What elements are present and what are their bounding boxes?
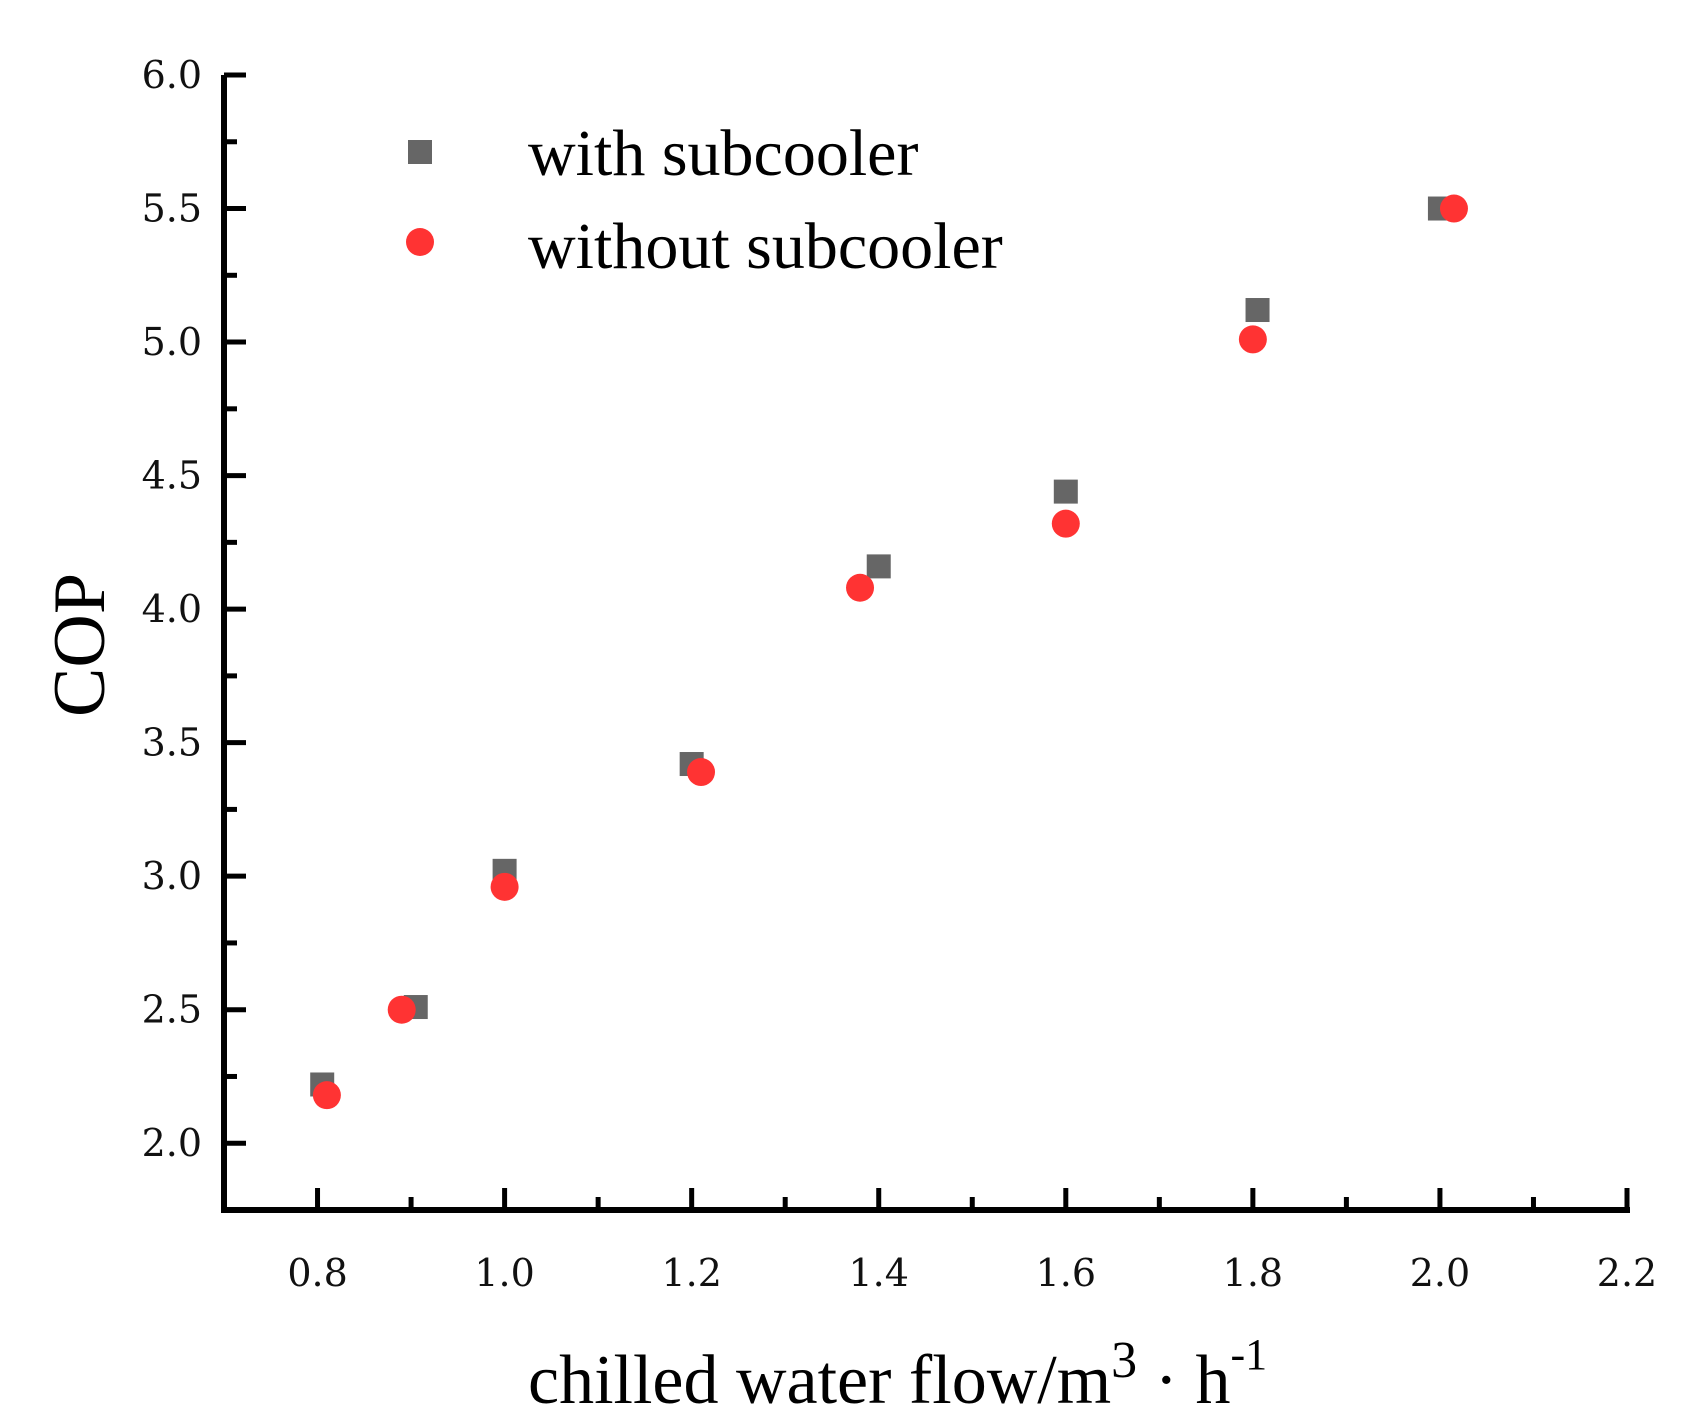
legend-circle-marker: [406, 228, 434, 256]
x-tick-label: 0.8: [287, 1251, 347, 1295]
x-tick-label: 1.0: [474, 1251, 534, 1295]
x-axis-title: chilled water flow/m3 · h-1: [528, 1330, 1267, 1419]
data-point-without-subcooler: [1439, 194, 1468, 223]
legend-square-marker: [408, 140, 432, 164]
data-point-without-subcooler: [1051, 509, 1080, 538]
axes: [221, 75, 1630, 1213]
y-tick-label: 5.0: [142, 320, 202, 364]
y-tick-label: 4.5: [142, 454, 202, 498]
x-tick-label: 1.2: [661, 1251, 721, 1295]
y-tick-label: 4.0: [142, 587, 202, 631]
data-point-without-subcooler: [387, 995, 416, 1024]
x-tick-label: 2.0: [1410, 1251, 1470, 1295]
x-tick-label: 1.8: [1223, 1251, 1283, 1295]
data-point-with-subcooler: [1053, 479, 1078, 504]
x-axis-title-sup2: -1: [1230, 1330, 1267, 1379]
data-point-without-subcooler: [490, 872, 519, 901]
data-point-without-subcooler: [846, 573, 875, 602]
data-points: [310, 194, 1468, 1110]
data-point-without-subcooler: [1238, 325, 1267, 354]
y-tick-label: 3.5: [142, 721, 202, 765]
legend-label-with-subcooler: with subcooler: [528, 117, 918, 190]
legend: with subcooler without subcooler: [406, 117, 1003, 283]
y-axis-title: COP: [39, 573, 121, 717]
x-axis-title-sup1: 3: [1111, 1332, 1137, 1389]
x-axis-title-mid: · h: [1137, 1342, 1230, 1419]
x-axis-ticks: 0.8 1.0 1.2 1.4 1.6 1.8 2.0 2.2: [221, 1188, 1657, 1295]
data-point-without-subcooler: [687, 758, 716, 787]
y-tick-label: 3.0: [142, 854, 202, 898]
y-tick-label: 6.0: [142, 53, 202, 97]
y-tick-label: 5.5: [142, 187, 202, 231]
data-point-with-subcooler: [1245, 298, 1270, 323]
x-tick-label: 1.4: [849, 1251, 909, 1295]
x-axis-title-main: chilled water flow/m: [528, 1342, 1111, 1419]
data-point-with-subcooler: [866, 554, 891, 579]
y-tick-label: 2.0: [142, 1121, 202, 1165]
y-axis-ticks: 2.0 2.5 3.0 3.5 4.0 4.5 5.0 5.5 6.0: [142, 53, 246, 1165]
legend-label-without-subcooler: without subcooler: [528, 210, 1003, 283]
x-tick-label: 1.6: [1036, 1251, 1096, 1295]
data-point-without-subcooler: [312, 1081, 341, 1110]
x-tick-label: 2.2: [1597, 1251, 1657, 1295]
y-tick-label: 2.5: [142, 988, 202, 1032]
